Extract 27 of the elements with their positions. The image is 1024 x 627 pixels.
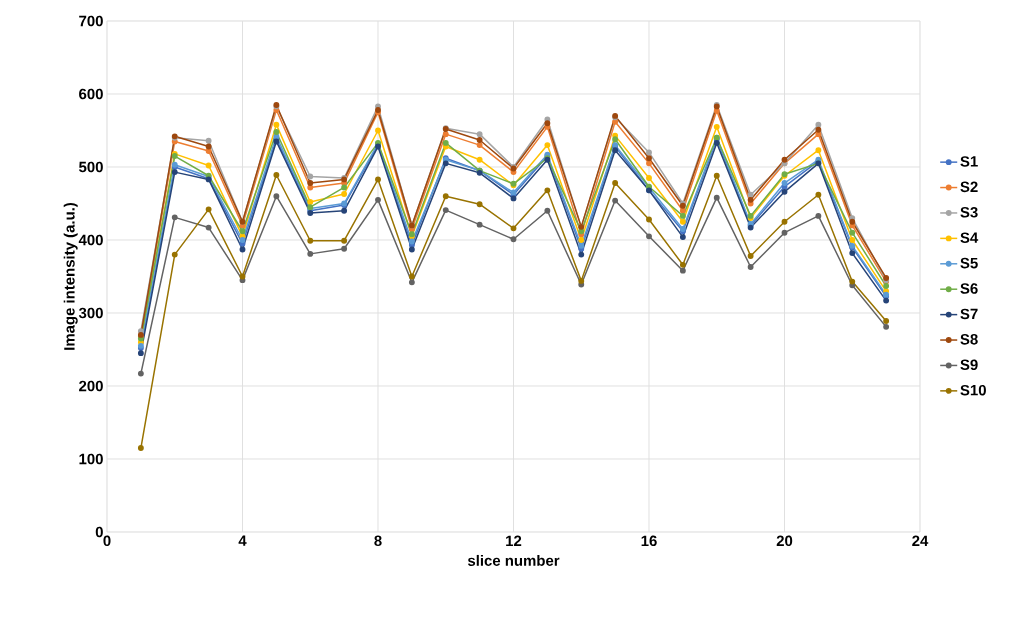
y-tick-label: 700 [79, 15, 103, 27]
legend-label: S4 [960, 232, 979, 243]
x-tick-label: 4 [238, 535, 247, 546]
x-tick-label: 0 [103, 535, 111, 547]
legend-label: S2 [960, 181, 978, 193]
legend-label: S3 [960, 207, 978, 218]
legend-label: S6 [960, 283, 978, 294]
y-tick-label: 200 [79, 380, 103, 392]
y-tick-label: 100 [79, 453, 103, 465]
legend-label: S5 [960, 257, 978, 269]
x-tick-label: 24 [912, 535, 929, 546]
x-tick-label: 20 [776, 535, 793, 547]
x-axis-title: slice number [467, 554, 560, 566]
y-tick-label: 500 [79, 161, 103, 173]
legend-label: S9 [960, 359, 978, 371]
y-axis-title: Image intensity (a.u.) [63, 202, 78, 350]
legend-label: S7 [960, 308, 978, 320]
x-tick-label: 8 [374, 535, 382, 547]
legend-label: S8 [960, 334, 978, 345]
y-tick-label: 300 [78, 307, 103, 319]
y-tick-label: 0 [95, 526, 103, 538]
y-tick-label: 400 [78, 234, 103, 246]
legend-label: S10 [960, 384, 986, 396]
legend-label: S1 [960, 156, 978, 167]
y-tick-label: 600 [79, 88, 103, 100]
x-tick-label: 12 [506, 535, 522, 546]
x-tick-label: 16 [641, 535, 657, 547]
